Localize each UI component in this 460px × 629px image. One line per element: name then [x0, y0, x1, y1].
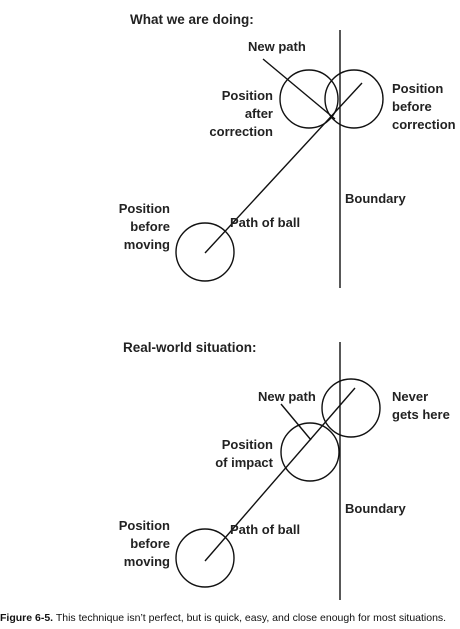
top-panel: What we are doing: New path Position aft…: [119, 12, 456, 288]
bottom-heading: Real-world situation:: [123, 340, 257, 355]
top-before-correction-label-line2: before: [392, 99, 432, 114]
bottom-start-label-line3: moving: [124, 554, 170, 569]
bottom-ball-impact: [280, 422, 340, 482]
top-start-label-line2: before: [130, 219, 170, 234]
top-heading: What we are doing:: [130, 12, 254, 27]
ball-boundary-diagram: What we are doing: New path Position aft…: [119, 12, 456, 600]
top-new-path-label: New path: [248, 39, 306, 54]
figure-caption-text: This technique isn’t perfect, but is qui…: [53, 612, 447, 624]
top-after-label-line1: Position: [222, 88, 273, 103]
top-start-label-line3: moving: [124, 237, 170, 252]
top-ball-before-correction: [324, 69, 384, 129]
bottom-ball-before-moving: [175, 528, 235, 588]
bottom-panel: Real-world situation: New path Never get…: [119, 340, 450, 600]
bottom-new-path-label: New path: [258, 389, 316, 404]
top-path-of-ball-label: Path of ball: [230, 215, 300, 230]
top-before-correction-label-line3: correction: [392, 117, 456, 132]
top-after-label-line3: correction: [209, 124, 273, 139]
top-ball-after-correction: [279, 69, 339, 129]
bottom-path-of-ball-label: Path of ball: [230, 522, 300, 537]
bottom-start-label-line2: before: [130, 536, 170, 551]
bottom-never-label-line2: gets here: [392, 407, 450, 422]
top-after-label-line2: after: [245, 106, 273, 121]
bottom-impact-label-line1: Position: [222, 437, 273, 452]
top-start-label-line1: Position: [119, 201, 170, 216]
bottom-path-of-ball-line: [204, 387, 356, 562]
bottom-start-label-line1: Position: [119, 518, 170, 533]
figure-number: Figure 6-5.: [0, 612, 54, 624]
bottom-ball-never-gets-here: [321, 378, 381, 438]
top-ball-before-moving: [175, 222, 235, 282]
top-boundary-label: Boundary: [345, 191, 406, 206]
top-new-path-line: [262, 58, 336, 120]
bottom-never-label-line1: Never: [392, 389, 428, 404]
bottom-new-path-line: [280, 403, 312, 441]
figure-caption: Figure 6-5. This technique isn’t perfect…: [0, 612, 460, 624]
bottom-impact-label-line2: of impact: [215, 455, 273, 470]
top-before-correction-label-line1: Position: [392, 81, 443, 96]
bottom-boundary-label: Boundary: [345, 501, 406, 516]
